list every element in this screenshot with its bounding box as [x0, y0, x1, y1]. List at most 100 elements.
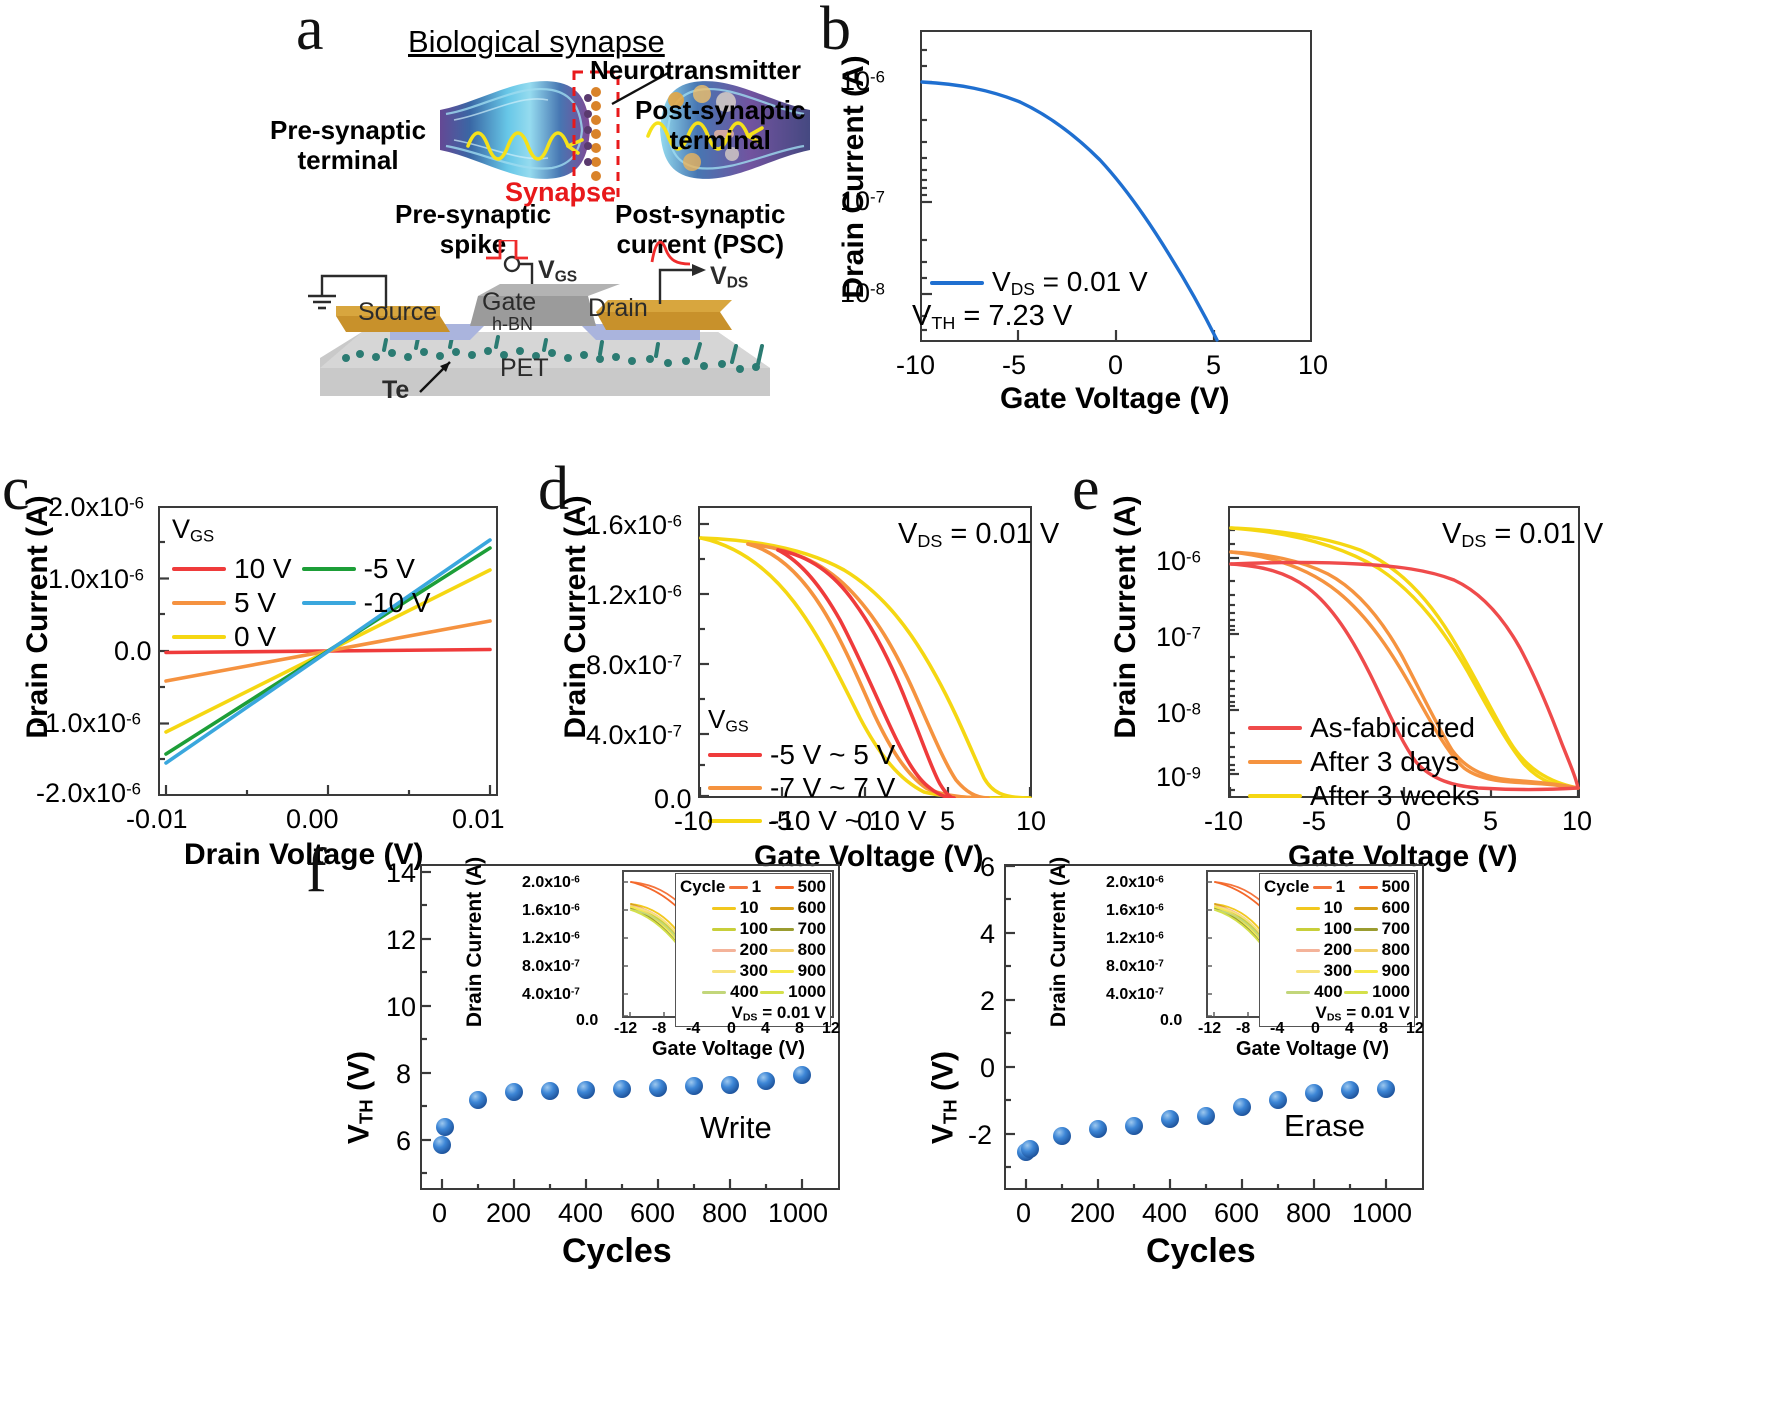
panel-d-legend: VGS -5 V ~ 5 V -7 V ~ 7 V -10 V ~ 10 V [708, 704, 926, 838]
biological-synapse-illustration [440, 70, 810, 202]
panel-e-xtick-2: 0 [1396, 806, 1412, 836]
panel-a-label: a [296, 0, 324, 63]
inset-left-xtick-3: 0 [727, 1020, 736, 1037]
label-pet: PET [500, 354, 549, 382]
inset-right-ytick-4: 4.0x10-7 [1106, 986, 1164, 1003]
panel-f-right-datapoints [1017, 1080, 1395, 1161]
inset-left-xlabel: Gate Voltage (V) [652, 1038, 805, 1060]
panel-f-right-xlabel: Cycles [1146, 1232, 1256, 1270]
legend-label-cycle-700: 700 [797, 919, 826, 938]
panel-f-left-frame [420, 864, 840, 1190]
legend-label-cycle-800: 800 [797, 940, 826, 959]
panel-e-legend: As-fabricated After 3 days After 3 weeks [1248, 710, 1480, 814]
panel-e-xtick-0: -10 [1204, 806, 1244, 836]
inset-left-xtick-2: -4 [686, 1020, 701, 1037]
legend-line-10v [172, 566, 226, 571]
inset-left-ytick-2: 1.2x10-6 [522, 930, 580, 947]
legend-line-cycle-700 [769, 927, 794, 931]
panel-c-legend-item-10v: 10 V [172, 553, 292, 585]
panel-f-right-mode: Erase [1284, 1108, 1365, 1143]
panel-b-xtick-3: 5 [1206, 350, 1222, 380]
inset-right-xtick-2: -4 [1270, 1020, 1285, 1037]
legend-label-vds: VDS = 0.01 V [992, 266, 1148, 299]
panel-b-ytick-0: 10-6 [840, 66, 885, 96]
panel-f-right-xtick-2: 400 [1142, 1198, 1188, 1228]
panel-e-xtick-1: -5 [1302, 806, 1327, 836]
legend-label-cycle-400: 400 [730, 982, 759, 1001]
label-neurotransmitter: Neurotransmitter [590, 55, 801, 85]
panel-a-title: Biological synapse [408, 24, 665, 59]
inset-left-ytick-1: 1.6x10-6 [522, 902, 580, 919]
inset-right-xtick-4: 4 [1345, 1020, 1354, 1037]
panel-f-label: f [306, 837, 327, 905]
legend-label-cycle-200: 200 [1323, 940, 1352, 959]
panel-c-ytick-2: 0.0 [114, 636, 152, 666]
panel-c-legend-item-m5v: -5 V [301, 553, 431, 585]
legend-label-cycle-200: 200 [739, 940, 768, 959]
panel-b: b Drain Current (A) 10-6 10-7 10-8 -10 -… [820, 0, 1440, 415]
inset-left-xtick-0: -12 [614, 1020, 638, 1037]
legend-line-cycle-400 [1286, 990, 1311, 994]
inset-left-xtick-5: 8 [795, 1020, 804, 1037]
inset-right-legend-title: Cycle [1264, 877, 1310, 896]
inset-right-xlabel: Gate Voltage (V) [1236, 1038, 1389, 1060]
inset-right-ytick-1: 1.6x10-6 [1106, 902, 1164, 919]
panel-f-left-ytick-14: 14 [386, 858, 417, 888]
label-vds: VDS [710, 262, 749, 292]
legend-line-5v [172, 600, 226, 605]
legend-label-0v: 0 V [234, 620, 277, 652]
inset-left-ytick-5: 0.0 [576, 1012, 599, 1029]
panel-e-ytick-2: 10-8 [1156, 698, 1201, 728]
panel-b-xlabel: Gate Voltage (V) [1000, 382, 1230, 415]
legend-line-cycle-600 [1353, 906, 1378, 910]
panel-e-ylabel: Drain Current (A) [1109, 495, 1142, 739]
panel-f-right-ytick-6: 6 [980, 852, 996, 882]
panel-f-left-datapoints [433, 1066, 811, 1154]
panel-e-legend-item-1: After 3 days [1248, 746, 1480, 778]
label-hbn: h-BN [492, 314, 534, 334]
panel-d-label: d [538, 455, 569, 523]
panel-b-legend-vds: VDS = 0.01 V [930, 266, 1148, 300]
legend-line-7to7 [708, 785, 762, 790]
panel-b-xtick-4: 10 [1298, 350, 1329, 380]
legend-label-cycle-1: 1 [751, 877, 762, 896]
inset-left-xtick-1: -8 [652, 1020, 667, 1037]
inset-left-xtick-6: 12 [822, 1020, 840, 1037]
legend-line-m10v [301, 600, 356, 605]
panel-f-left-plot [420, 870, 811, 1190]
panel-b-ytick-1: 10-7 [840, 186, 885, 216]
panel-c-xtick-0: -0.01 [126, 804, 188, 834]
inset-right-ylabel: Drain Current (A) [1047, 856, 1070, 1028]
label-drain: Drain [588, 294, 648, 322]
legend-line-vds [930, 280, 984, 285]
legend-line-cycle-300 [711, 969, 736, 973]
panel-f-right: VTH (V) 6 4 2 0 -2 [880, 840, 1500, 1423]
panel-d-legend-title: VGS [708, 704, 749, 736]
panel-f-left-ytick-6: 6 [396, 1126, 412, 1156]
panel-c-legend-item-0v: 0 V [172, 621, 292, 653]
legend-line-cycle-200 [1295, 948, 1320, 952]
panel-f-right-inset: Drain Current (A) 2.0x10-6 1.6x10-6 1.2x… [1040, 857, 1424, 1064]
panel-f-left-xtick-1: 200 [486, 1198, 532, 1228]
inset-right-xtick-5: 8 [1379, 1020, 1388, 1037]
panel-d-xtick-4: 10 [1016, 806, 1047, 836]
label-source: Source [358, 298, 438, 326]
inset-right-note-vds: VDS = 0.01 V [1315, 1003, 1410, 1024]
legend-label-after-3-weeks: After 3 weeks [1310, 780, 1480, 811]
legend-label-cycle-300: 300 [739, 961, 768, 980]
panel-c-legend-title: VGS [172, 514, 215, 546]
panel-f-left-mode: Write [700, 1110, 772, 1145]
legend-label-5v: 5 V [234, 586, 277, 618]
panel-f-right-ytick-0: 0 [980, 1053, 996, 1083]
panel-c-legend-item-5v: 5 V [172, 587, 292, 619]
device-schematic [308, 240, 770, 396]
legend-label-cycle-10: 10 [1323, 898, 1343, 917]
inset-left-ytick-4: 4.0x10-7 [522, 986, 580, 1003]
panel-b-label: b [820, 0, 851, 63]
legend-label-after-3-days: After 3 days [1310, 746, 1460, 777]
legend-line-cycle-1000 [760, 990, 785, 994]
inset-right-xtick-0: -12 [1198, 1020, 1222, 1037]
panel-d: d Drain Current (A) 1.6x10-6 1.2x10-6 8.… [530, 410, 1059, 873]
legend-line-after-3-days [1248, 760, 1302, 764]
label-post-synaptic-current: Post-synaptic current (PSC) [615, 199, 786, 259]
